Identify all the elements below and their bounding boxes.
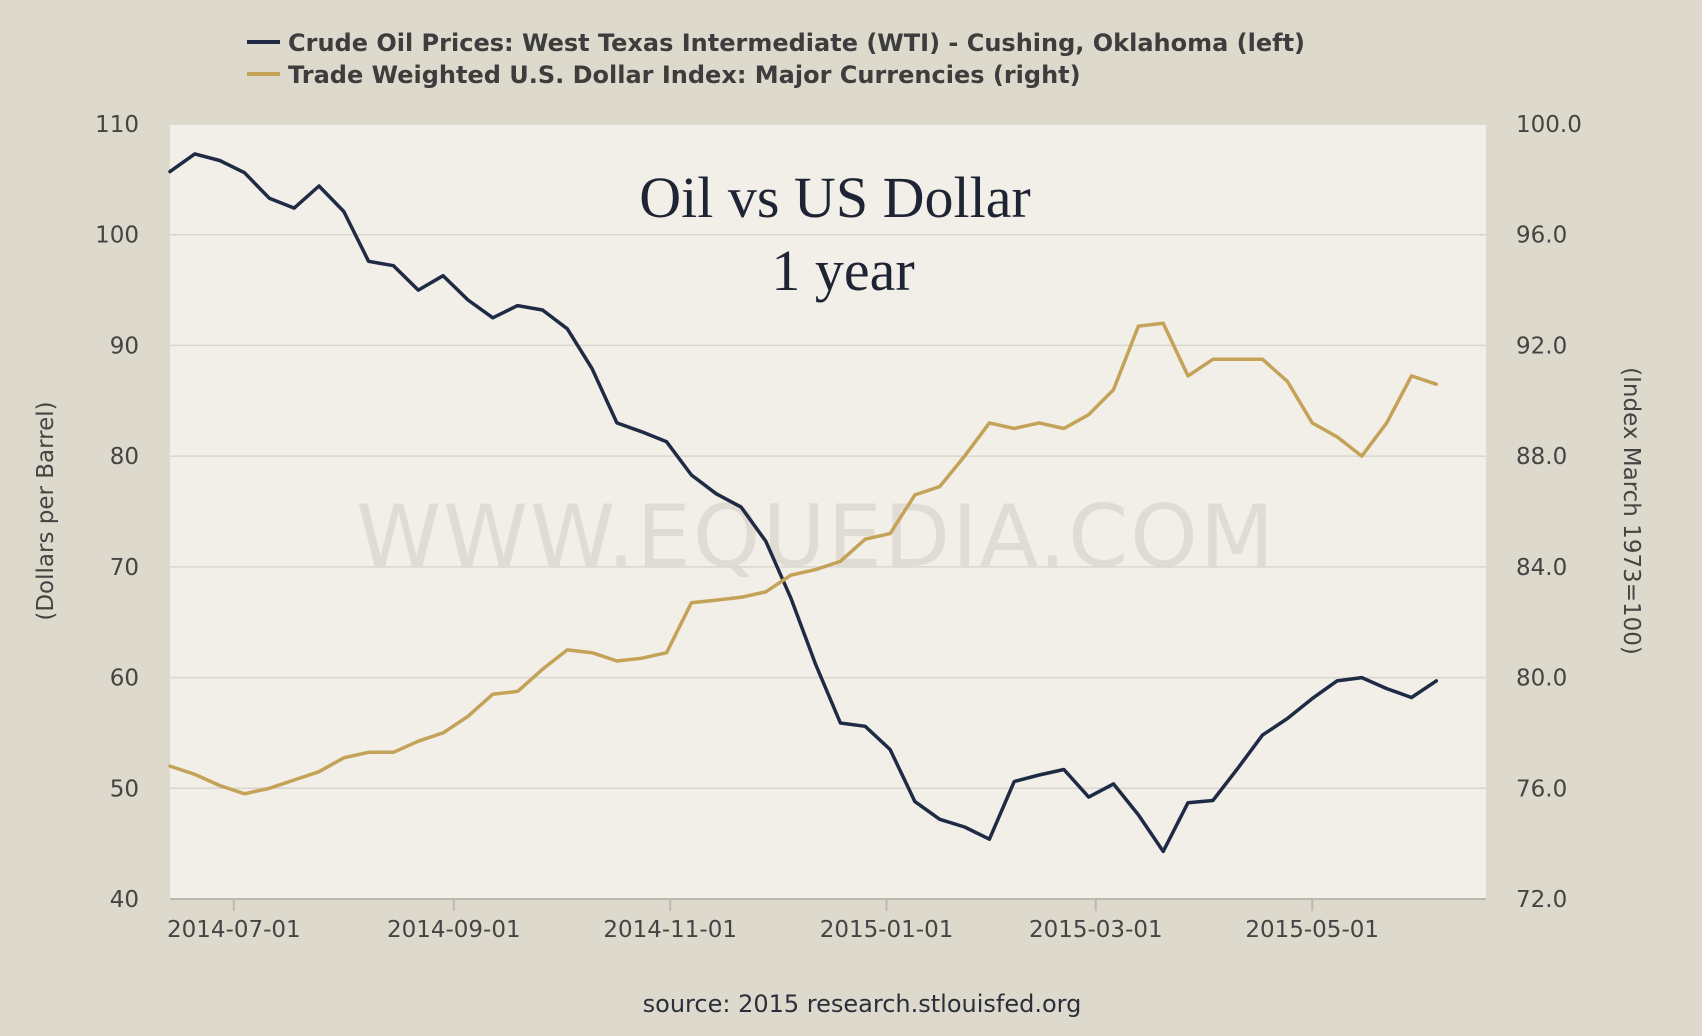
left-y-tick-label: 70 — [110, 555, 139, 581]
source-caption: source: 2015 research.stlouisfed.org — [643, 990, 1082, 1018]
x-tick-label: 2014-09-01 — [387, 917, 521, 943]
right-y-tick-label: 88.0 — [1516, 444, 1567, 470]
right-y-tick-label: 72.0 — [1516, 887, 1567, 913]
watermark: WWW.EQUEDIA.COM — [356, 487, 1276, 587]
left-y-tick-label: 60 — [110, 666, 139, 692]
legend-label-dollar: Trade Weighted U.S. Dollar Index: Major … — [288, 61, 1081, 89]
chart-title: Oil vs US Dollar — [639, 165, 1031, 230]
x-tick-label: 2015-05-01 — [1245, 917, 1379, 943]
right-y-tick-label: 92.0 — [1516, 333, 1567, 359]
x-tick-label: 2015-01-01 — [820, 917, 954, 943]
dollar-index-series-line — [168, 321, 1439, 796]
x-tick-label: 2014-11-01 — [603, 917, 737, 943]
right-y-tick-label: 80.0 — [1516, 666, 1567, 692]
left-y-axis-ticks: 40 50 60 70 80 90 100 110 — [95, 112, 139, 913]
chart-subtitle: 1 year — [771, 238, 914, 303]
right-axis-label: (Index March 1973=100) — [1618, 367, 1644, 655]
legend-label-oil: Crude Oil Prices: West Texas Intermediat… — [288, 29, 1305, 57]
legend: Crude Oil Prices: West Texas Intermediat… — [247, 29, 1305, 89]
left-y-tick-label: 40 — [110, 887, 139, 913]
series-layer — [168, 152, 1439, 854]
right-y-tick-label: 100.0 — [1516, 112, 1582, 138]
oil-price-series-line — [168, 152, 1439, 854]
left-axis-label: (Dollars per Barrel) — [33, 401, 59, 620]
x-tick-label: 2014-07-01 — [167, 917, 301, 943]
right-y-tick-label: 84.0 — [1516, 555, 1567, 581]
right-y-tick-label: 76.0 — [1516, 776, 1567, 802]
left-y-tick-label: 90 — [110, 333, 139, 359]
plot-area — [170, 124, 1486, 899]
left-y-tick-label: 50 — [110, 776, 139, 802]
x-axis-ticks: 2014-07-01 2014-09-01 2014-11-01 2015-01-01… — [167, 899, 1379, 943]
x-tick-label: 2015-03-01 — [1029, 917, 1163, 943]
right-y-tick-label: 96.0 — [1516, 223, 1567, 249]
left-y-tick-label: 80 — [110, 444, 139, 470]
right-y-axis-ticks: 72.0 76.0 80.0 84.0 88.0 92.0 96.0 100.0 — [1516, 112, 1582, 913]
left-y-tick-label: 110 — [95, 112, 139, 138]
left-y-tick-label: 100 — [95, 223, 139, 249]
